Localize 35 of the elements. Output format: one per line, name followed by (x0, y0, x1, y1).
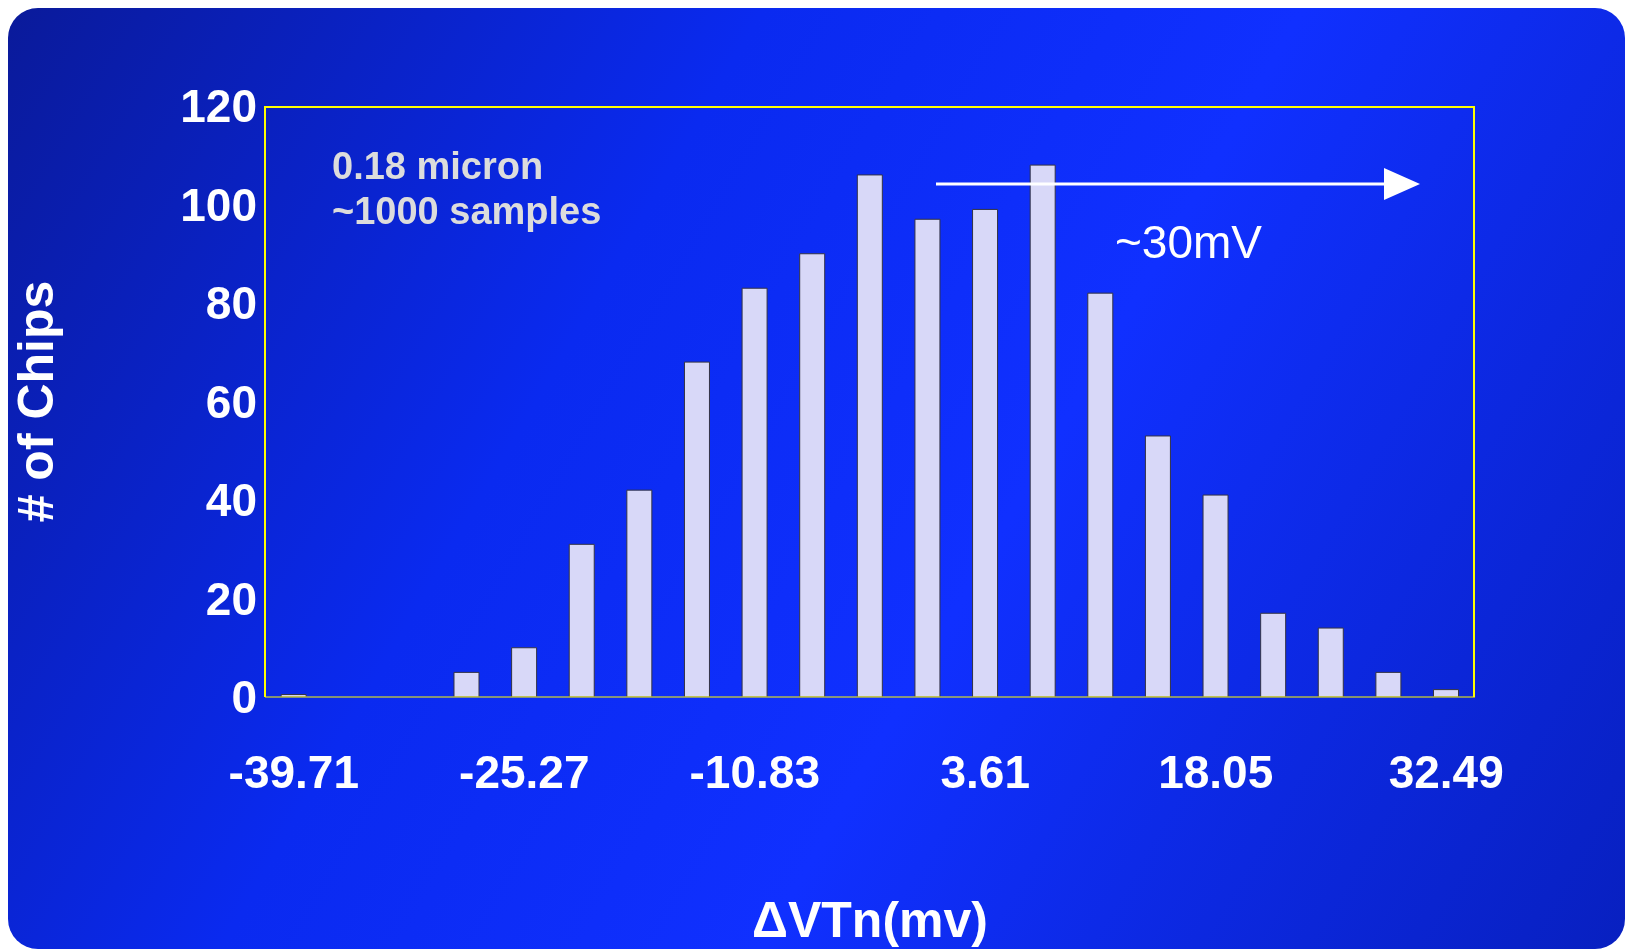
annotation: ~30mV (1115, 215, 1263, 269)
bar (568, 543, 595, 697)
bar (856, 174, 883, 697)
bar (511, 647, 538, 697)
y-tick-label: 20 (205, 572, 257, 625)
x-tick-label: -10.83 (689, 745, 820, 798)
x-tick-label: 3.61 (940, 745, 1030, 798)
bar (1375, 671, 1402, 697)
bar (1029, 164, 1056, 697)
x-tick-label: -39.71 (228, 745, 360, 798)
bar (972, 208, 999, 697)
y-tick-label: 60 (205, 375, 257, 428)
x-axis-title: ΔVTn(mv) (752, 892, 988, 948)
bar (1260, 612, 1287, 697)
y-tick-label: 0 (231, 671, 257, 724)
y-tick-label: 120 (180, 80, 257, 133)
y-tick-label: 80 (205, 277, 257, 330)
bar (914, 218, 941, 697)
bar (1144, 435, 1171, 697)
bar (626, 489, 653, 697)
bar (1317, 627, 1344, 697)
y-tick-label: 100 (180, 178, 257, 231)
y-axis-title: # of Chips (7, 280, 64, 523)
annotation: ~1000 samples (332, 190, 602, 233)
bar (1087, 292, 1114, 697)
x-tick-label: 18.05 (1158, 745, 1274, 798)
bar (683, 361, 710, 697)
x-tick-label: -25.27 (459, 745, 590, 798)
annotation: 0.18 micron (332, 145, 544, 188)
bar (799, 253, 826, 697)
x-tick-label: 32.49 (1388, 745, 1504, 798)
bar (741, 287, 768, 697)
y-tick-label: 40 (205, 474, 257, 527)
bar (1202, 494, 1229, 697)
bar (453, 671, 480, 697)
